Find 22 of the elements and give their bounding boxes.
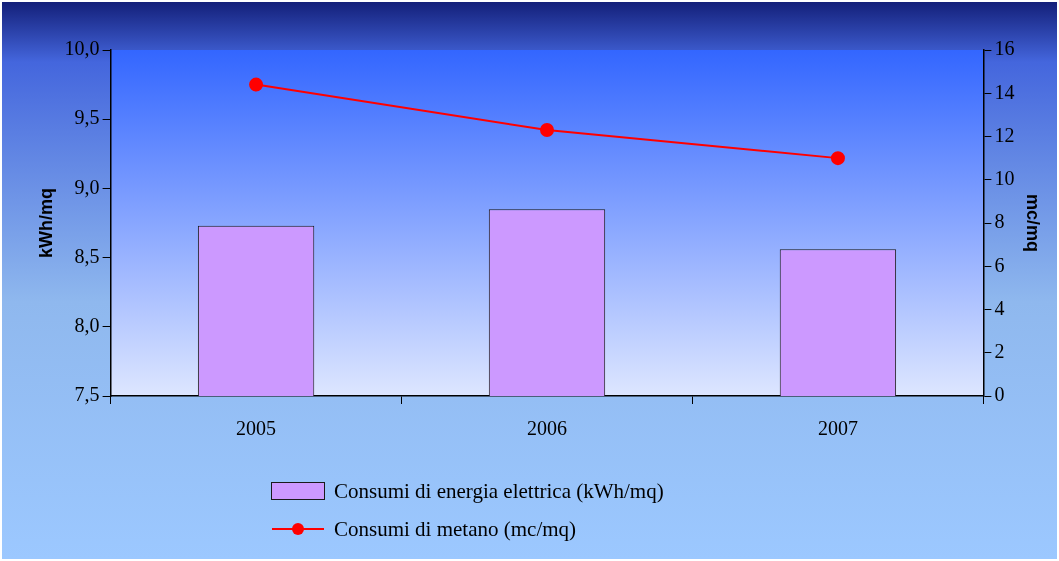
legend-label: Consumi di metano (mc/mq) xyxy=(334,516,577,542)
y2-tick-label: 14 xyxy=(994,80,1015,103)
y2-tick-label: 6 xyxy=(994,253,1005,276)
y-axis-title: kWh/mq xyxy=(35,188,56,258)
x-tick-label: 2007 xyxy=(817,417,858,440)
y2-tick-label: 0 xyxy=(994,383,1005,406)
y2-tick-label: 10 xyxy=(994,167,1015,189)
y2-tick-label: 4 xyxy=(994,296,1005,319)
y2-tick-label: 2 xyxy=(994,340,1005,362)
y-tick-label: 9,0 xyxy=(74,175,100,198)
y-tick-label: 7,5 xyxy=(74,383,100,406)
y-tick-label: 8,0 xyxy=(74,314,100,337)
y-tick-label: 9,5 xyxy=(74,106,100,129)
y-tick-label: 10,0 xyxy=(64,37,100,60)
y2-tick-label: 16 xyxy=(994,37,1015,60)
x-tick-label: 2005 xyxy=(236,417,277,440)
y2-axis-title: mc/mq xyxy=(1023,193,1044,253)
legend-label: Consumi di energia elettrica (kWh/mq) xyxy=(334,478,664,504)
y-tick-label: 8,5 xyxy=(74,244,100,267)
y2-tick-label: 12 xyxy=(994,123,1015,146)
x-tick-label: 2006 xyxy=(527,417,567,440)
y2-tick-label: 8 xyxy=(994,210,1005,233)
